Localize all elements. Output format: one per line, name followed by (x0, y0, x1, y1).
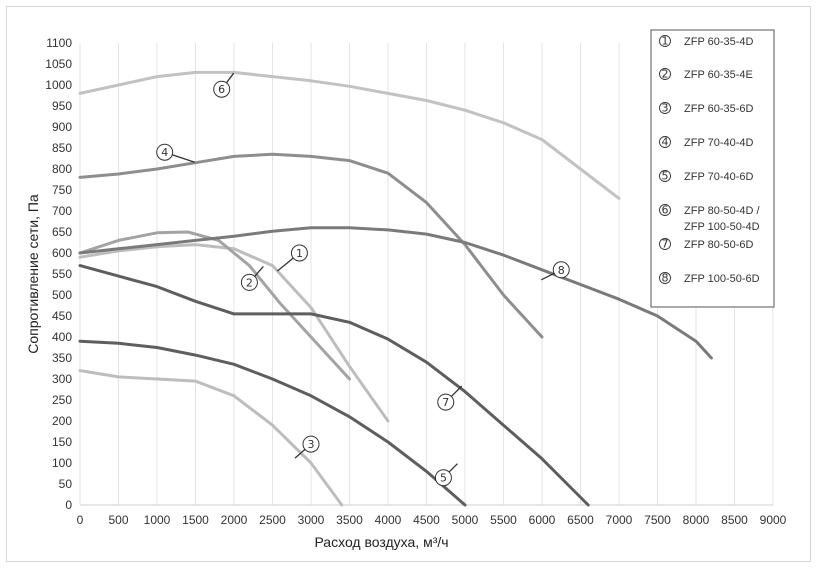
legend-label-3: ZFP 60-35-6D (684, 103, 754, 115)
y-tick-label: 900 (52, 120, 72, 134)
legend-label-7: ZFP 80-50-6D (684, 239, 754, 251)
y-tick-label: 150 (52, 435, 72, 449)
legend-marker-6 (659, 204, 671, 216)
y-tick-label: 600 (52, 246, 72, 260)
callout-number-8: 8 (558, 264, 565, 277)
legend-marker-number-6: 6 (662, 204, 669, 217)
legend-marker-8 (659, 272, 671, 284)
legend-marker-7 (659, 238, 671, 250)
y-tick-label: 50 (59, 477, 73, 491)
legend-marker-number-3: 3 (662, 102, 669, 115)
y-tick-label: 450 (52, 309, 72, 323)
y-tick-label: 350 (52, 351, 72, 365)
callout-circle-2 (240, 273, 258, 291)
callout-circle-4 (156, 143, 174, 161)
y-tick-label: 550 (52, 267, 72, 281)
y-tick-label: 100 (52, 456, 72, 470)
callout-number-6: 6 (218, 83, 225, 96)
y-tick-label: 850 (52, 141, 72, 155)
legend-marker-number-1: 1 (662, 35, 669, 48)
legend-marker-4 (659, 136, 671, 148)
x-tick-label: 7500 (644, 513, 671, 527)
y-tick-label: 500 (52, 288, 72, 302)
x-tick-label: 2500 (259, 513, 286, 527)
y-tick-label: 750 (52, 183, 72, 197)
y-tick-label: 1100 (46, 36, 72, 50)
series-line-8 (78, 226, 713, 360)
x-tick-label: 5500 (490, 513, 517, 527)
x-tick-label: 500 (108, 513, 128, 527)
series-line-6 (78, 70, 621, 200)
series-line-7 (78, 264, 590, 507)
x-tick-label: 8500 (721, 513, 748, 527)
y-axis-title: Сопротивление сети, Па (25, 194, 41, 354)
series-line-1 (78, 243, 390, 423)
y-tick-label: 300 (52, 372, 72, 386)
callout-circle-3 (302, 435, 320, 453)
y-tick-label: 950 (52, 99, 72, 113)
x-tick-label: 0 (77, 513, 84, 527)
x-tick-label: 9000 (760, 513, 787, 527)
callout-circle-8 (552, 261, 570, 279)
series-line-4 (78, 152, 544, 339)
legend-marker-3 (659, 102, 671, 114)
callout-circle-1 (290, 244, 308, 262)
x-tick-label: 6000 (529, 513, 556, 527)
legend-label-6: ZFP 100-50-4D (684, 221, 760, 233)
legend-marker-number-5: 5 (662, 170, 669, 183)
y-tick-label: 700 (52, 204, 72, 218)
x-tick-label: 5000 (452, 513, 479, 527)
legend-label-5: ZFP 70-40-6D (684, 171, 754, 183)
y-tick-label: 400 (52, 330, 72, 344)
callout-circle-7 (437, 393, 455, 411)
series-line-5 (78, 339, 467, 507)
x-tick-label: 6500 (567, 513, 594, 527)
series-line-3 (78, 369, 344, 507)
y-tick-label: 800 (52, 162, 72, 176)
series-line-2 (78, 230, 351, 381)
legend-label-8: ZFP 100-50-6D (684, 273, 760, 285)
legend-marker-number-2: 2 (662, 68, 669, 81)
legend-marker-1 (659, 35, 671, 47)
x-tick-label: 3000 (298, 513, 325, 527)
x-tick-label: 3500 (336, 513, 363, 527)
x-tick-label: 4000 (375, 513, 402, 527)
legend-marker-number-4: 4 (662, 136, 669, 149)
x-tick-label: 7000 (606, 513, 633, 527)
legend-marker-number-7: 7 (662, 238, 669, 251)
callout-number-1: 1 (296, 247, 303, 260)
legend-label-2: ZFP 60-35-4E (684, 69, 753, 81)
callout-number-5: 5 (440, 472, 447, 485)
legend-label-1: ZFP 60-35-4D (684, 36, 754, 48)
x-tick-label: 4500 (413, 513, 440, 527)
y-tick-label: 650 (52, 225, 72, 239)
x-tick-label: 1500 (182, 513, 209, 527)
callout-number-7: 7 (442, 396, 449, 409)
y-tick-label: 200 (52, 414, 72, 428)
callout-number-4: 4 (161, 146, 168, 159)
x-axis-title: Расход воздуха, м³/ч (314, 534, 448, 550)
legend-marker-5 (659, 170, 671, 182)
callout-number-3: 3 (308, 438, 315, 451)
legend-label-4: ZFP 70-40-4D (684, 137, 754, 149)
y-tick-label: 250 (52, 393, 72, 407)
y-tick-label: 1000 (45, 78, 72, 92)
legend-label-6: ZFP 80-50-4D / (684, 205, 761, 217)
y-tick-label: 1050 (45, 57, 72, 71)
callout-circle-6 (213, 80, 231, 98)
x-tick-label: 1000 (144, 513, 171, 527)
legend-box (650, 29, 775, 308)
callout-circle-5 (434, 469, 452, 487)
x-tick-label: 2000 (221, 513, 248, 527)
legend-marker-number-8: 8 (662, 272, 669, 285)
x-tick-label: 8000 (683, 513, 710, 527)
y-tick-label: 0 (65, 498, 72, 512)
legend-marker-2 (659, 68, 671, 80)
callout-number-2: 2 (246, 276, 253, 289)
